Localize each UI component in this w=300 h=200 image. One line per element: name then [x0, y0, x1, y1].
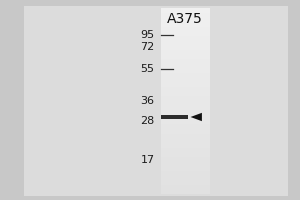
Bar — [160, 171, 210, 175]
Bar — [160, 50, 210, 54]
Bar — [160, 148, 210, 152]
Bar — [160, 27, 210, 31]
Bar — [160, 129, 210, 134]
Text: 72: 72 — [140, 42, 154, 52]
Bar — [160, 22, 210, 27]
Bar — [160, 73, 210, 78]
Bar — [160, 45, 210, 50]
Bar — [160, 152, 210, 157]
Bar — [160, 124, 210, 129]
Bar — [160, 17, 210, 22]
Bar — [160, 8, 210, 13]
Bar — [160, 41, 210, 45]
Bar — [160, 82, 210, 87]
Text: A375: A375 — [167, 12, 203, 26]
Bar — [160, 31, 210, 36]
Bar — [160, 13, 210, 17]
Bar — [160, 134, 210, 138]
Bar — [160, 59, 210, 64]
Bar — [160, 115, 188, 119]
Bar — [160, 175, 210, 180]
Bar — [24, 6, 288, 196]
Bar — [160, 189, 210, 194]
Bar — [160, 110, 210, 115]
Polygon shape — [190, 113, 202, 121]
Text: 95: 95 — [140, 30, 154, 40]
Bar — [160, 157, 210, 161]
Bar — [160, 96, 210, 101]
Bar — [160, 106, 210, 110]
Bar — [160, 64, 210, 68]
Bar — [160, 78, 210, 82]
Bar — [160, 161, 210, 166]
Bar — [160, 92, 210, 96]
Bar — [160, 120, 210, 124]
Bar — [160, 87, 210, 92]
Bar — [160, 115, 210, 120]
Bar — [160, 180, 210, 185]
Text: 55: 55 — [140, 64, 154, 74]
Bar — [160, 68, 210, 73]
Bar — [160, 36, 210, 41]
Bar — [160, 166, 210, 171]
Text: 17: 17 — [140, 155, 154, 165]
Bar — [160, 101, 210, 106]
Bar — [160, 54, 210, 59]
Bar — [160, 138, 210, 143]
Bar — [160, 185, 210, 189]
Text: 28: 28 — [140, 116, 154, 126]
Text: 36: 36 — [140, 96, 154, 106]
Bar — [160, 143, 210, 147]
